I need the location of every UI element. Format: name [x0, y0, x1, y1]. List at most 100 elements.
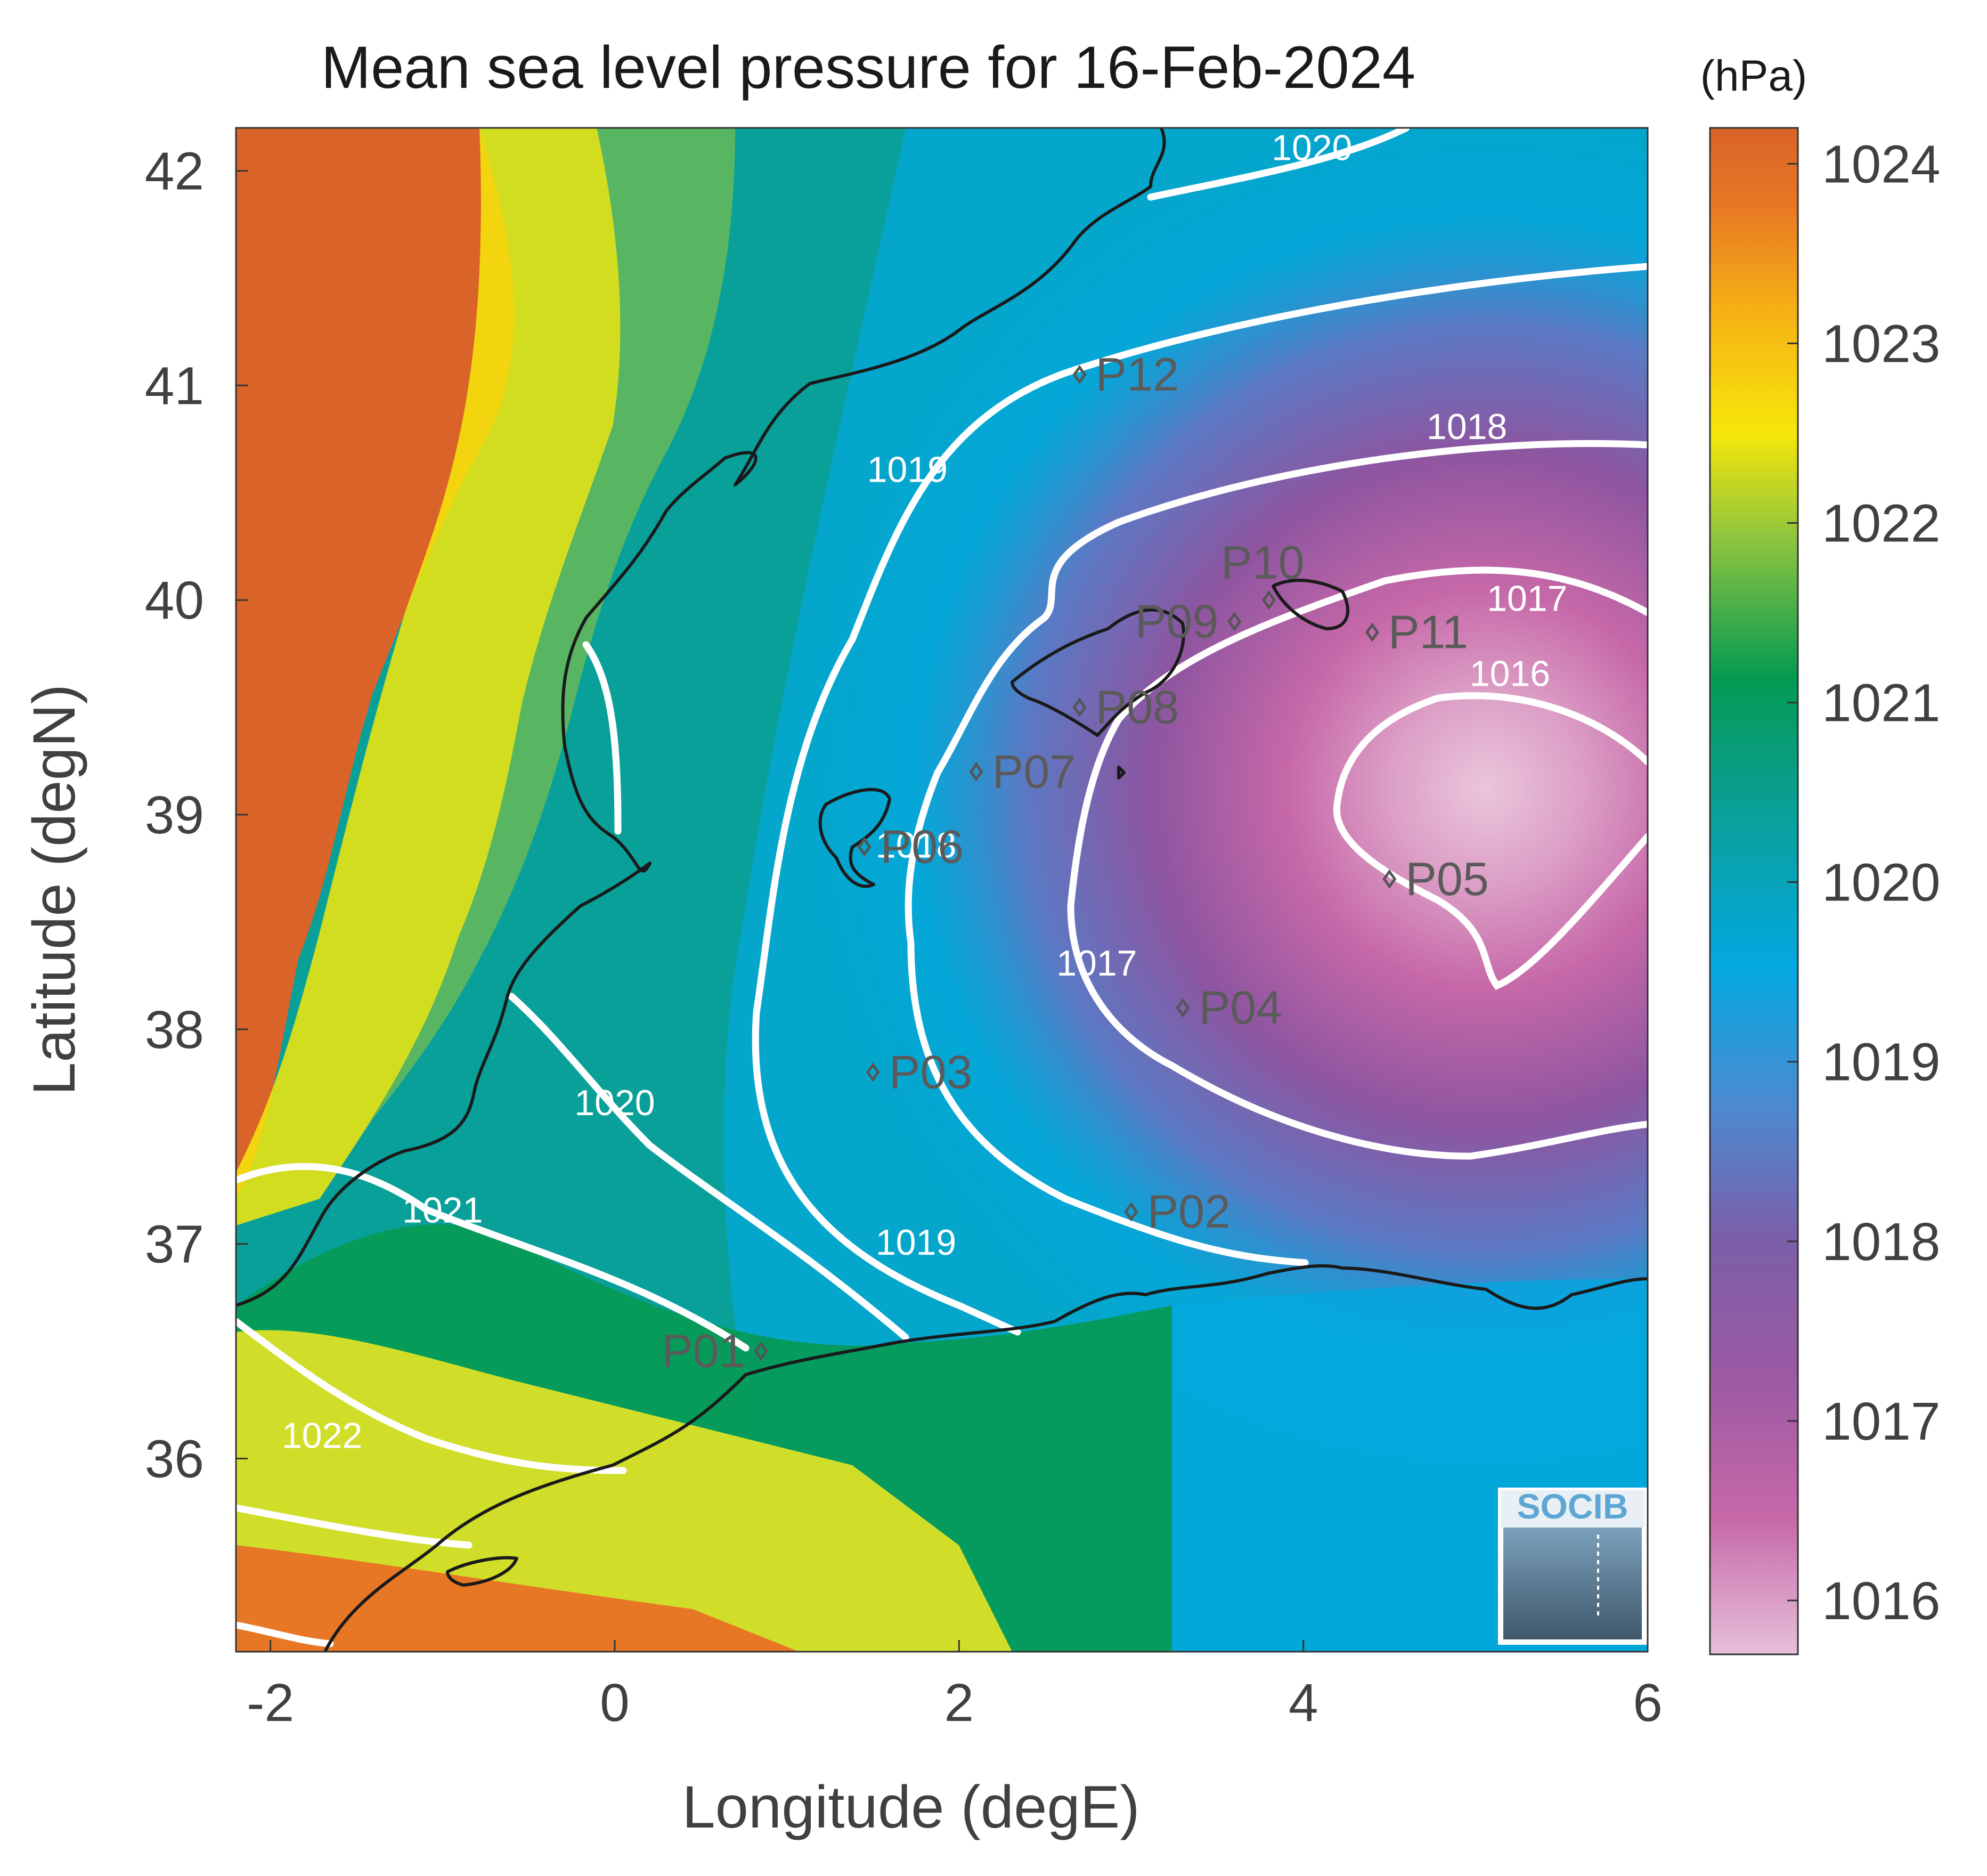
x-axis-ticks: -2 0 2 4 6	[247, 1640, 1663, 1733]
colorbar-ticks: 1016 1017 1018 1019 1020 1021 1022 1023 1024	[1787, 134, 1940, 1631]
island-mallorca	[1011, 608, 1185, 737]
socib-logo: SOCIB	[1498, 1487, 1647, 1645]
station-p02[interactable]: P02	[1124, 1185, 1231, 1238]
island-alboran	[446, 1556, 518, 1587]
station-label: P04	[1199, 981, 1282, 1034]
station-marker-icon	[1072, 697, 1087, 717]
colorbar-tick-label: 1020	[1822, 853, 1940, 913]
station-p03[interactable]: P03	[866, 1045, 973, 1098]
colorbar-tick-label: 1018	[1822, 1212, 1940, 1272]
coastline-iberia	[236, 128, 1166, 1307]
isobar-label: 1017	[1487, 578, 1567, 619]
isobar-1016	[1333, 692, 1648, 990]
map-plot-area[interactable]: SOCIB	[236, 128, 1648, 1652]
station-marker-icon	[1227, 612, 1242, 631]
station-p11[interactable]: P11	[1365, 606, 1468, 659]
isobar-label: 1016	[1470, 653, 1550, 694]
station-marker-icon	[1176, 998, 1190, 1018]
station-marker-icon	[1382, 869, 1397, 889]
colorbar-gradient	[1709, 127, 1799, 1655]
colorbar: (hPa) 1016101710181019102010211022102310…	[1700, 52, 1940, 1655]
station-marker-icon	[1124, 1201, 1138, 1222]
station-label: P10	[1221, 536, 1305, 589]
station-marker-icon	[866, 1062, 880, 1082]
station-p09[interactable]: P09	[1135, 595, 1242, 647]
colorbar-tick-label: 1024	[1822, 134, 1940, 194]
isobar-label: 1017	[1056, 943, 1137, 984]
colorbar-tick-label: 1021	[1822, 673, 1940, 733]
island-cabrera	[1117, 766, 1126, 779]
isobar-label: 1018	[876, 825, 956, 866]
station-p12[interactable]: P12	[1072, 348, 1179, 401]
station-marker-icon	[754, 1341, 768, 1361]
land-iberia	[236, 128, 514, 1199]
y-tick-label: 36	[145, 1429, 204, 1489]
isobar-1017	[1067, 566, 1648, 1160]
isobar-label: 1021	[402, 1190, 483, 1230]
isobars	[236, 128, 1648, 1647]
station-label: P02	[1147, 1185, 1231, 1238]
x-axis-label: Longitude (degE)	[682, 1774, 1139, 1840]
y-tick-label: 40	[145, 571, 204, 630]
y-axis-label: Latitude (degN)	[21, 684, 87, 1095]
x-tick-label: 6	[1633, 1673, 1663, 1733]
isobar-label: 1018	[1427, 407, 1507, 447]
station-marker-icon	[857, 837, 872, 857]
land-africa-orange	[236, 1545, 799, 1652]
x-tick-label: 0	[600, 1673, 630, 1733]
x-tick-label: -2	[247, 1673, 294, 1733]
station-label: P12	[1096, 348, 1179, 401]
isobar-1021	[236, 1163, 750, 1352]
station-p08[interactable]: P08	[1072, 681, 1179, 734]
plot-frame	[235, 127, 1649, 1653]
coastlines	[236, 128, 1648, 1652]
colorbar-tick-label: 1017	[1822, 1392, 1940, 1451]
isobar-1019-north	[752, 263, 1648, 1336]
y-axis-ticks: 36 37 38 39 40 41 42	[145, 142, 248, 1489]
island-ibiza	[818, 787, 891, 888]
station-label: P07	[992, 745, 1076, 798]
y-tick-label: 37	[145, 1215, 204, 1274]
isobar-1020-south	[508, 993, 909, 1341]
isobar-label: 1022	[282, 1415, 362, 1456]
y-tick-label: 41	[145, 356, 204, 416]
station-label: P11	[1388, 606, 1468, 659]
station-label: P08	[1096, 681, 1179, 734]
isobar-1018	[905, 440, 1648, 1266]
station-p06[interactable]: P06	[857, 820, 964, 873]
land-iberia-green	[320, 128, 735, 1199]
colorbar-tick-label: 1016	[1822, 1571, 1940, 1631]
colorbar-tick-label: 1023	[1822, 314, 1940, 373]
station-label: P05	[1405, 852, 1489, 905]
station-p07[interactable]: P07	[969, 745, 1076, 798]
land-iberia-yellow	[236, 128, 621, 1225]
station-p05[interactable]: P05	[1382, 852, 1489, 905]
y-tick-label: 42	[145, 142, 204, 201]
colorbar-tick-label: 1022	[1822, 494, 1940, 554]
station-p10[interactable]: P10	[1221, 536, 1305, 610]
colorbar-unit: (hPa)	[1700, 52, 1807, 100]
station-p01[interactable]: P01	[662, 1325, 768, 1377]
station-label: P09	[1135, 595, 1219, 647]
isobar-1019-east	[582, 641, 622, 835]
y-tick-label: 38	[145, 1000, 204, 1060]
x-tick-label: 2	[944, 1673, 974, 1733]
coastline-africa	[323, 1264, 1648, 1652]
station-label: P06	[881, 820, 964, 873]
isobar-label: 1020	[1272, 127, 1352, 168]
contour-labels: 1020 1019 1018 1017 1016 1018 1017 1020 1019 1021…	[282, 127, 1567, 1456]
isobar-label: 1020	[574, 1083, 655, 1123]
station-label: P03	[889, 1045, 973, 1098]
station-marker-icon	[1261, 590, 1276, 610]
map-title: Mean sea level pressure for 16-Feb-2024	[321, 34, 1415, 101]
colorbar-tick-label: 1019	[1822, 1033, 1940, 1092]
station-marker-icon	[969, 762, 983, 782]
station-p04[interactable]: P04	[1176, 981, 1282, 1034]
isobar-label: 1019	[867, 450, 948, 490]
station-marker-icon	[1072, 364, 1087, 385]
socib-logo-text: SOCIB	[1517, 1487, 1628, 1526]
y-tick-label: 39	[145, 785, 204, 845]
x-tick-label: 4	[1289, 1673, 1318, 1733]
isobar-1020-north	[1147, 128, 1410, 201]
